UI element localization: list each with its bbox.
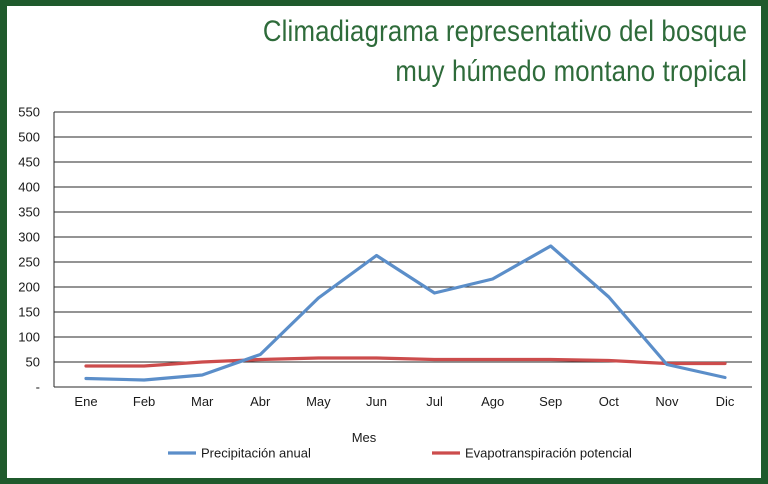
- y-tick-label: 550: [18, 105, 40, 120]
- figure-frame: Climadiagrama representativo del bosque …: [7, 6, 761, 478]
- y-tick-label: 50: [26, 355, 40, 370]
- y-tick-label: 500: [18, 130, 40, 145]
- legend-label: Precipitación anual: [201, 446, 311, 461]
- chart-title: Climadiagrama representativo del bosque …: [263, 12, 747, 92]
- x-tick-label: Ago: [481, 394, 504, 409]
- x-tick-label: Nov: [655, 394, 679, 409]
- x-tick-label: Ene: [74, 394, 97, 409]
- y-tick-label: 450: [18, 155, 40, 170]
- x-tick-label: Feb: [133, 394, 155, 409]
- y-tick-label: 300: [18, 230, 40, 245]
- y-tick-label: 150: [18, 305, 40, 320]
- series-line-precipitacion: [84, 244, 727, 382]
- chart-title-line-1: Climadiagrama representativo del bosque: [262, 15, 747, 48]
- chart-title-line-2: muy húmedo montano tropical: [395, 55, 747, 88]
- x-tick-label: Abr: [250, 394, 271, 409]
- x-tick-label: Oct: [599, 394, 620, 409]
- x-tick-label: Jun: [366, 394, 387, 409]
- y-tick-label: 250: [18, 255, 40, 270]
- x-axis-title: Mes: [352, 430, 377, 445]
- x-tick-label: Sep: [539, 394, 562, 409]
- x-tick-label: Dic: [716, 394, 735, 409]
- y-tick-label: 400: [18, 180, 40, 195]
- x-tick-label: May: [306, 394, 331, 409]
- series-line-evapotranspiracion: [84, 356, 727, 368]
- y-tick-label: 200: [18, 280, 40, 295]
- x-tick-label: Mar: [191, 394, 214, 409]
- x-tick-label: Jul: [426, 394, 443, 409]
- y-tick-label: 350: [18, 205, 40, 220]
- y-tick-label: -: [36, 380, 40, 395]
- legend-label: Evapotranspiración potencial: [465, 446, 632, 461]
- y-tick-label: 100: [18, 330, 40, 345]
